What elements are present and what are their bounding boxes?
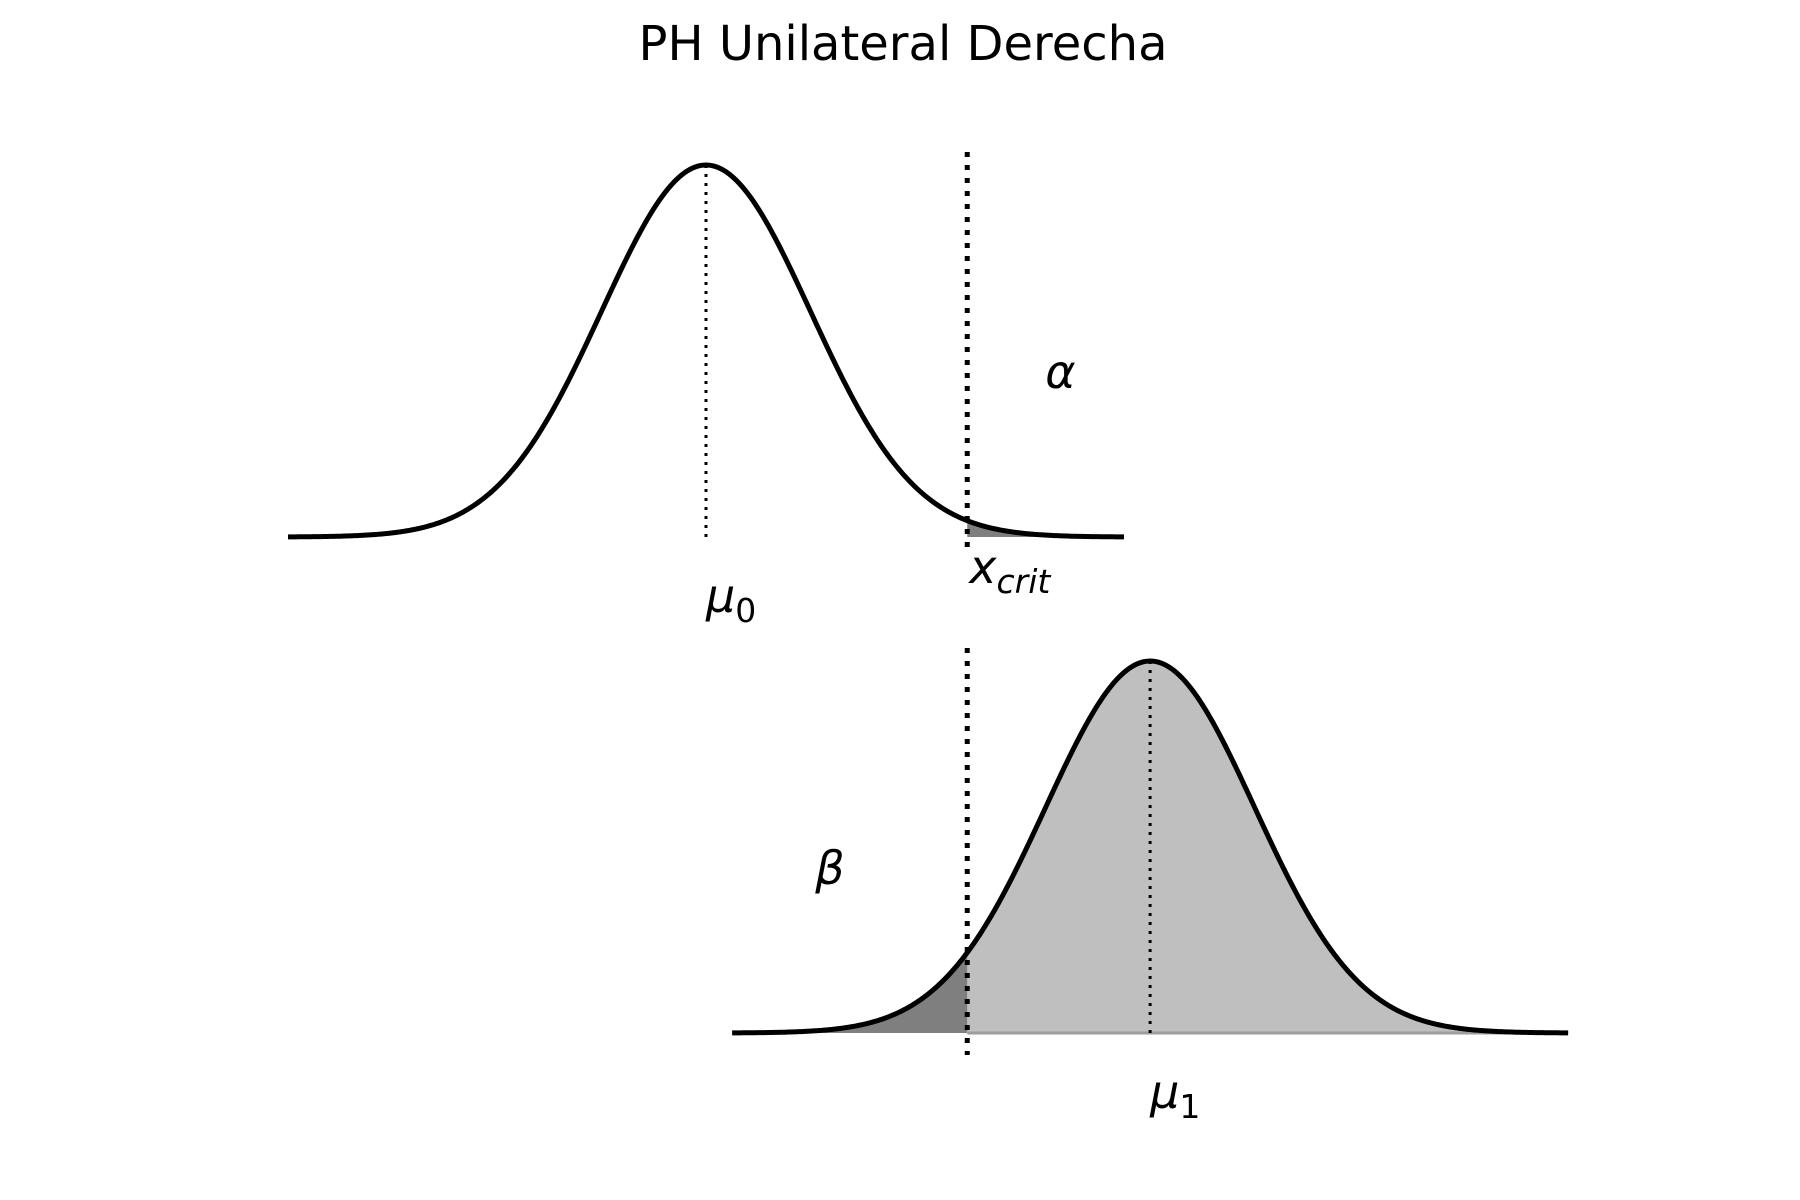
null-density-curve	[287, 162, 1125, 540]
mu1-symbol: μ	[1149, 1065, 1179, 1119]
mu1-label: μ1	[1149, 1065, 1200, 1126]
alternative-density-curve	[731, 658, 1569, 1036]
mu0-subscript: 0	[735, 591, 756, 630]
mu1-subscript: 1	[1179, 1087, 1200, 1126]
diagram-title: PH Unilateral Derecha	[639, 16, 1168, 72]
beta-region	[732, 952, 968, 1033]
beta-label: β	[814, 841, 844, 895]
alternative-distribution-panel: μ1 β	[731, 648, 1569, 1126]
x-crit-symbol: x	[967, 540, 997, 594]
alpha-label: α	[1045, 345, 1075, 399]
mu0-symbol: μ	[705, 569, 735, 623]
null-distribution-panel: μ0 xcrit α	[287, 152, 1125, 630]
x-crit-subscript: crit	[996, 562, 1051, 601]
power-region	[967, 661, 1569, 1033]
x-crit-label: xcrit	[967, 540, 1051, 601]
mu0-label: μ0	[705, 569, 756, 630]
